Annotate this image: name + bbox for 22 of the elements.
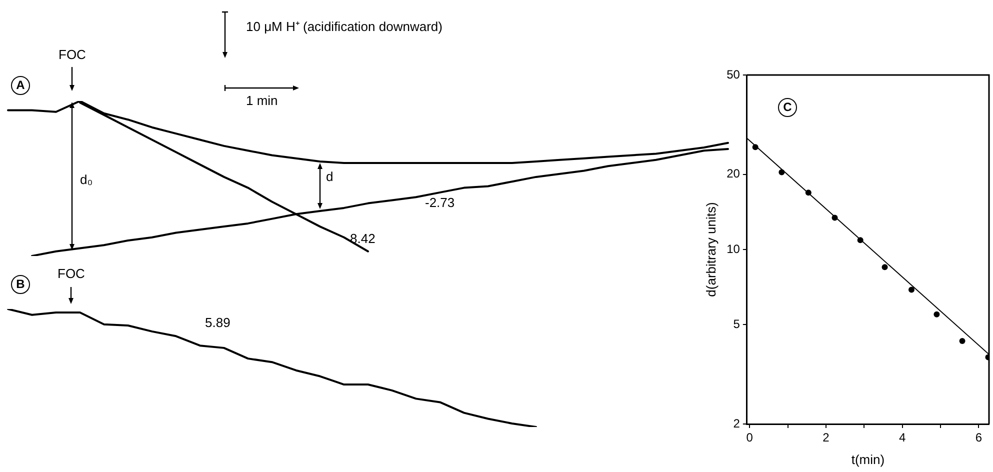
y-tick-label: 50: [726, 67, 740, 82]
annotation: 5.89: [205, 315, 230, 330]
text: FOC: [58, 266, 85, 281]
y-tick-label: 10: [726, 242, 740, 256]
x-tick-label: 4: [898, 430, 906, 445]
y-axis-title: d(arbitrary units): [703, 202, 718, 297]
y-tick-label: 20: [726, 166, 740, 181]
text: 10 μM H⁺ (acidification downward): [246, 19, 442, 34]
annotation: -2.73: [425, 195, 455, 210]
y-tick-label: 2: [733, 416, 740, 430]
x-tick-label: 6: [975, 430, 982, 445]
annotation: d₀: [80, 172, 93, 187]
chart-title: A: [11, 76, 30, 95]
y-tick-label: 5: [733, 316, 740, 331]
x-axis-title: t(min): [851, 452, 885, 467]
x-tick-label: 2: [822, 430, 830, 445]
annotation: d: [326, 169, 334, 184]
x-tick-label: 0: [746, 430, 754, 445]
text: C: [778, 98, 797, 117]
text: FOC: [58, 47, 86, 62]
annotation: 1 min: [246, 93, 278, 108]
chart-title: B: [11, 275, 30, 294]
